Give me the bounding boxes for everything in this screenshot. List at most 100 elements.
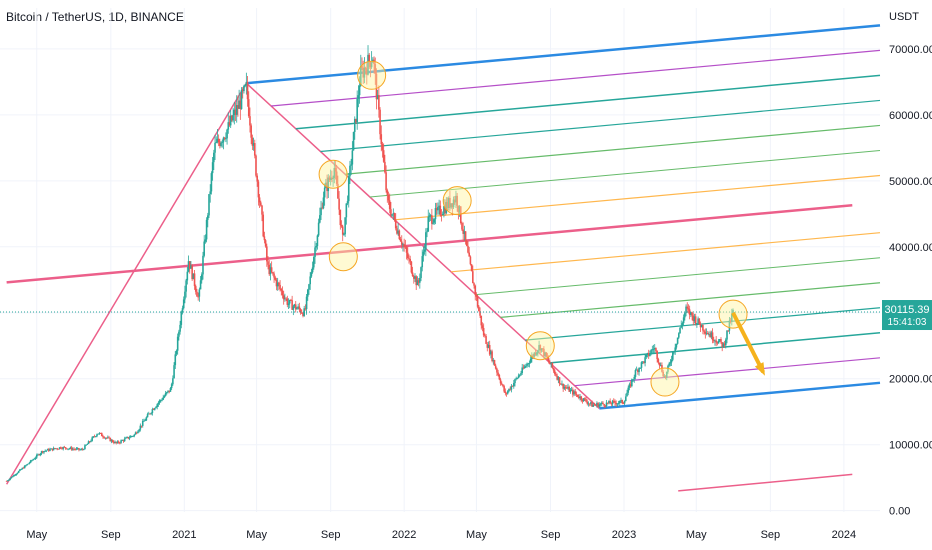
candle-body	[311, 267, 314, 273]
candle-body	[420, 267, 422, 279]
candle-body	[484, 335, 486, 337]
candle-body	[665, 371, 668, 378]
candle-body	[637, 369, 639, 373]
candle-body	[156, 404, 159, 407]
candle-body	[229, 115, 232, 126]
candle-body	[657, 359, 660, 363]
candle-body	[446, 202, 449, 209]
candle-body	[486, 343, 489, 348]
candle-body	[152, 409, 155, 410]
pitchfork-fan-line	[369, 149, 881, 198]
candle-body	[582, 398, 585, 402]
candle-body	[533, 352, 536, 357]
candle-body	[144, 420, 146, 422]
candle-body	[235, 105, 238, 115]
candle-body	[50, 448, 52, 450]
candle-body	[280, 288, 283, 291]
candle-body	[143, 420, 145, 422]
candle-body	[216, 138, 219, 143]
candle-body	[488, 345, 491, 355]
candle-body	[56, 448, 59, 450]
candle-body	[705, 333, 708, 334]
candle-body	[269, 267, 272, 275]
candle-body	[644, 357, 646, 363]
candle-body	[425, 232, 427, 250]
candle-body	[722, 343, 725, 348]
candle-body	[116, 441, 119, 444]
candle-body	[491, 351, 493, 362]
candle-body	[22, 467, 25, 469]
candle-body	[55, 448, 57, 450]
candle-body	[297, 306, 299, 309]
candle-body	[598, 404, 601, 407]
candle-body	[629, 384, 632, 387]
candle-body	[427, 216, 430, 232]
candle-body	[123, 438, 126, 442]
candle-body	[555, 373, 557, 376]
candle-body	[114, 441, 116, 444]
candle-body	[84, 445, 86, 450]
candle-body	[517, 375, 520, 378]
candle-body	[240, 90, 243, 110]
candle-body	[153, 408, 156, 410]
candle-body	[146, 414, 149, 418]
candle-body	[723, 343, 726, 346]
candle-body	[529, 358, 532, 363]
candle-body	[185, 280, 187, 292]
candle-body	[717, 340, 720, 344]
candle-body	[635, 369, 638, 371]
candle-body	[355, 118, 357, 123]
candle-body	[605, 402, 608, 407]
y-tick-label: 20000.00	[889, 374, 932, 386]
candle-body	[687, 308, 690, 310]
candle-body	[347, 176, 350, 202]
candle-body	[690, 312, 692, 315]
candle-body	[255, 155, 257, 176]
candle-body	[544, 352, 546, 356]
forecast-arrow-head	[754, 362, 765, 376]
candle-body	[127, 436, 130, 439]
x-tick-label: Sep	[101, 529, 121, 541]
candle-body	[109, 437, 112, 442]
candle-body	[476, 296, 479, 307]
candle-body	[732, 309, 734, 314]
candle-body	[260, 202, 262, 206]
candle-body	[249, 116, 251, 126]
candle-body	[650, 350, 652, 354]
candle-body	[441, 213, 444, 215]
candle-body	[134, 432, 137, 435]
candle-body	[321, 207, 324, 209]
candle-body	[673, 351, 675, 353]
candle-body	[256, 175, 258, 182]
candle-body	[621, 399, 624, 404]
candle-body	[306, 289, 309, 297]
candle-body	[52, 447, 55, 451]
candle-body	[284, 298, 286, 300]
candle-body	[426, 231, 428, 233]
candle-body	[199, 280, 202, 290]
candle-body	[504, 391, 507, 393]
candle-body	[125, 437, 127, 439]
candle-body	[416, 280, 419, 286]
candle-body	[68, 448, 71, 450]
candle-body	[341, 226, 344, 235]
candle-body	[20, 469, 22, 471]
candle-body	[588, 403, 591, 405]
candle-body	[115, 441, 118, 444]
candle-body	[527, 363, 530, 365]
candle-body	[40, 451, 43, 454]
candle-body	[231, 115, 233, 121]
x-tick-label: May	[686, 529, 707, 541]
candle-body	[267, 261, 269, 265]
candle-body	[74, 449, 77, 450]
candle-body	[686, 306, 689, 309]
candle-body	[291, 300, 293, 310]
candle-body	[327, 177, 330, 192]
candle-body	[246, 81, 249, 100]
candle-body	[157, 402, 160, 405]
candle-body	[570, 389, 573, 391]
candle-body	[469, 256, 472, 265]
highlight-circle	[357, 60, 387, 90]
candle-body	[461, 222, 463, 230]
